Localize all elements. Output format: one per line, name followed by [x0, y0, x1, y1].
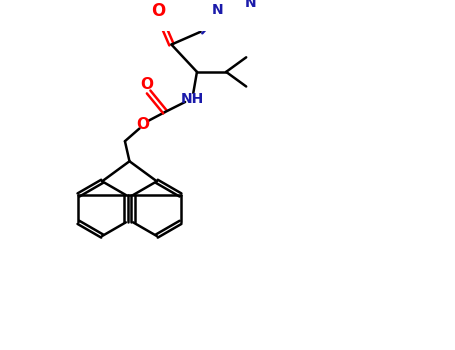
Text: NH: NH [181, 92, 204, 106]
Text: N: N [212, 3, 224, 17]
Text: O: O [136, 117, 150, 132]
Text: O: O [152, 2, 166, 20]
Text: O: O [140, 77, 153, 92]
Text: N: N [245, 0, 257, 9]
